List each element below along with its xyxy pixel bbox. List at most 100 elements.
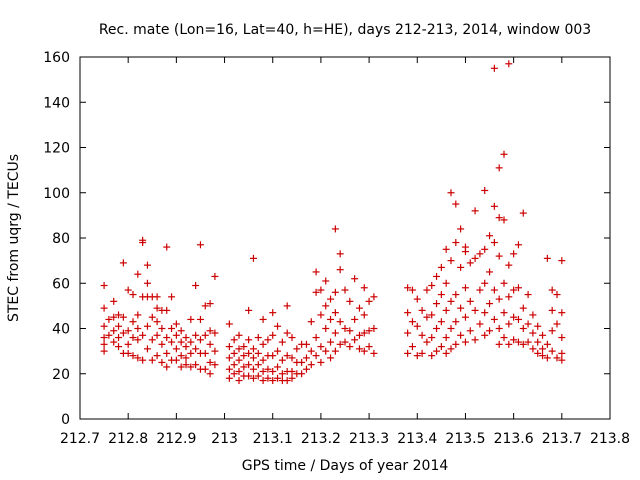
y-tick-label: 40 xyxy=(52,322,70,338)
data-point xyxy=(274,322,282,330)
data-point xyxy=(543,340,551,348)
data-point xyxy=(230,370,238,378)
data-point xyxy=(153,293,161,301)
data-point xyxy=(278,356,286,364)
data-point xyxy=(264,374,272,382)
data-point xyxy=(196,241,204,249)
data-point xyxy=(322,277,330,285)
data-point xyxy=(110,338,118,346)
data-point xyxy=(278,370,286,378)
data-point xyxy=(119,313,127,321)
data-point xyxy=(500,150,508,158)
data-point xyxy=(461,338,469,346)
data-point xyxy=(423,286,431,294)
data-point xyxy=(461,248,469,256)
data-point xyxy=(510,286,518,294)
data-point xyxy=(331,347,339,355)
data-point xyxy=(327,338,335,346)
data-point xyxy=(418,349,426,357)
data-point xyxy=(235,356,243,364)
data-point xyxy=(413,295,421,303)
data-point xyxy=(168,325,176,332)
data-point xyxy=(486,327,494,335)
data-point xyxy=(134,336,142,344)
data-point xyxy=(177,363,185,371)
x-tick-label: 213.8 xyxy=(590,431,630,447)
data-point xyxy=(428,282,436,290)
data-point xyxy=(461,313,469,321)
data-point xyxy=(129,291,137,299)
plot-area xyxy=(79,56,611,420)
data-point xyxy=(168,293,176,301)
data-point xyxy=(201,331,209,339)
data-point xyxy=(124,286,132,294)
data-point xyxy=(182,343,190,351)
data-point xyxy=(351,275,359,283)
data-point xyxy=(249,374,257,382)
data-point xyxy=(510,336,518,344)
data-point xyxy=(461,284,469,292)
data-point xyxy=(558,356,566,364)
data-point xyxy=(163,363,171,371)
data-point xyxy=(143,261,151,269)
data-point xyxy=(293,345,301,353)
data-point xyxy=(240,363,248,371)
data-point xyxy=(158,358,166,366)
data-point xyxy=(471,336,479,344)
data-point xyxy=(163,243,171,251)
x-axis: 212.7 212.8 212.9 213 213.1 213.2 213.3 213.4 21… xyxy=(60,57,630,447)
data-point xyxy=(196,315,204,323)
data-point xyxy=(264,336,272,344)
data-point xyxy=(442,245,450,253)
data-point xyxy=(481,279,489,287)
data-point xyxy=(365,297,373,305)
x-tick-label: 212.8 xyxy=(108,431,148,447)
data-point xyxy=(288,354,296,362)
data-point xyxy=(211,361,219,369)
data-point xyxy=(447,297,455,305)
data-point xyxy=(476,286,484,294)
data-point xyxy=(365,343,373,351)
data-point xyxy=(519,209,527,217)
data-point xyxy=(317,358,325,366)
data-point xyxy=(201,349,209,357)
data-point xyxy=(327,354,335,362)
data-point xyxy=(230,349,238,357)
data-point xyxy=(529,311,537,319)
data-point xyxy=(519,304,527,312)
y-tick-label: 80 xyxy=(52,231,70,247)
data-point xyxy=(302,354,310,362)
data-point xyxy=(302,365,310,373)
data-point xyxy=(481,309,489,317)
data-point xyxy=(447,189,455,197)
data-point xyxy=(134,270,142,278)
data-point xyxy=(433,347,441,355)
data-point xyxy=(481,186,489,194)
data-point xyxy=(148,336,156,344)
data-point xyxy=(418,331,426,339)
x-tick-label: 213.2 xyxy=(301,431,341,447)
data-point xyxy=(288,374,296,382)
data-point xyxy=(534,349,542,357)
data-point xyxy=(500,334,508,342)
data-point xyxy=(115,311,123,319)
data-point xyxy=(225,320,233,328)
data-point xyxy=(264,365,272,373)
data-point xyxy=(404,349,412,357)
data-point xyxy=(119,329,127,337)
data-point xyxy=(110,297,118,305)
data-point xyxy=(143,345,151,353)
data-point xyxy=(240,343,248,351)
data-point xyxy=(153,331,161,339)
data-point xyxy=(365,327,373,335)
data-point xyxy=(163,306,171,314)
data-point xyxy=(100,282,108,290)
data-point xyxy=(370,325,378,332)
data-point xyxy=(177,338,185,346)
data-point xyxy=(274,347,282,355)
data-point xyxy=(124,327,132,335)
data-point xyxy=(245,361,253,369)
data-point xyxy=(327,315,335,323)
data-point xyxy=(495,252,503,260)
data-point xyxy=(172,345,180,353)
